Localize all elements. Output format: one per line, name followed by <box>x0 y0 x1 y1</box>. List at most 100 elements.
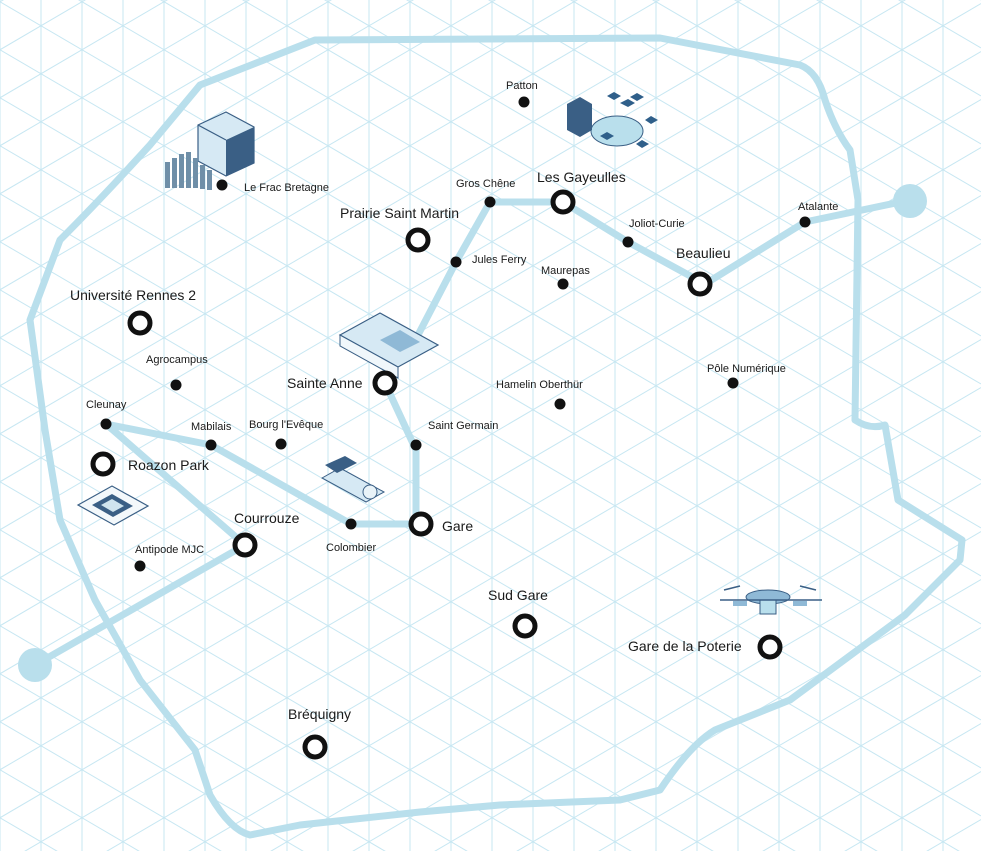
stop-agrocampus[interactable]: Agrocampus <box>146 354 208 391</box>
patton-label: Patton <box>506 80 538 92</box>
mabilais-label: Mabilais <box>191 421 232 433</box>
grid-line <box>0 51 981 627</box>
minor-stop-marker[interactable] <box>100 418 112 430</box>
major-station-marker[interactable] <box>90 451 116 477</box>
station-universite-rennes-2[interactable]: Université Rennes 2 <box>70 287 196 336</box>
grid-line <box>0 243 981 819</box>
major-station-marker[interactable] <box>512 613 538 639</box>
major-station-marker[interactable] <box>408 511 434 537</box>
minor-stop-marker[interactable] <box>518 96 530 108</box>
major-station-marker[interactable] <box>127 310 153 336</box>
grid-line <box>0 0 660 387</box>
sud-gare-label: Sud Gare <box>488 587 548 603</box>
stop-saint-germain[interactable]: Saint Germain <box>410 420 499 451</box>
roazon-park-label: Roazon Park <box>128 457 210 473</box>
grid-line <box>816 0 981 97</box>
station-roazon-park[interactable]: Roazon Park <box>90 451 210 477</box>
stop-le-frac-bretagne[interactable]: Le Frac Bretagne <box>216 179 330 195</box>
major-station-marker[interactable] <box>232 532 258 558</box>
grid-line <box>78 0 981 529</box>
station-prairie-saint-martin[interactable]: Prairie Saint Martin <box>340 205 459 253</box>
stop-pole-numerique[interactable]: Pôle Numérique <box>707 363 786 389</box>
major-station-marker[interactable] <box>550 189 576 215</box>
station-sainte-anne[interactable]: Sainte Anne <box>287 370 398 396</box>
grid-line <box>0 0 332 195</box>
stop-maurepas[interactable]: Maurepas <box>541 265 590 290</box>
stop-antipode-mjc[interactable]: Antipode MJC <box>134 544 205 572</box>
grid-line <box>0 1 981 577</box>
minor-stop-marker[interactable] <box>170 379 182 391</box>
grid-line <box>0 625 386 851</box>
minor-stop-marker[interactable] <box>275 438 287 450</box>
major-station-marker[interactable] <box>405 227 431 253</box>
major-station-marker[interactable] <box>687 271 713 297</box>
grid-line <box>0 0 742 435</box>
minor-stop-marker[interactable] <box>216 179 228 191</box>
minor-stop-marker[interactable] <box>727 377 739 389</box>
beaulieu-label: Beaulieu <box>676 245 731 261</box>
stop-cleunay[interactable]: Cleunay <box>86 399 127 430</box>
minor-stop-marker[interactable] <box>205 439 217 451</box>
grid-line <box>0 193 981 769</box>
minor-stop-marker[interactable] <box>450 256 462 268</box>
major-station-marker[interactable] <box>372 370 398 396</box>
grid-line <box>270 435 981 851</box>
major-station-marker[interactable] <box>757 634 783 660</box>
tram-line-b <box>414 196 914 339</box>
station-beaulieu[interactable]: Beaulieu <box>676 245 731 297</box>
stop-gros-chene[interactable]: Gros Chêne <box>456 178 515 208</box>
grid-line <box>0 0 496 291</box>
grid-line <box>0 195 981 771</box>
station-brequigny[interactable]: Bréquigny <box>288 706 351 760</box>
stop-atalante[interactable]: Atalante <box>798 201 838 228</box>
major-station-marker[interactable] <box>302 734 328 760</box>
grid-line <box>570 0 981 241</box>
grid-line <box>0 97 981 673</box>
sainte-anne-building-illustration <box>338 312 440 379</box>
minor-stop-marker[interactable] <box>557 278 569 290</box>
tram-line-center <box>31 379 420 669</box>
grid-line <box>352 483 981 851</box>
grid-line <box>0 0 824 483</box>
frac-building-illustration <box>165 111 255 190</box>
courrouze-label: Courrouze <box>234 510 300 526</box>
pole-numerique-label: Pôle Numérique <box>707 363 786 375</box>
antipode-mjc-label: Antipode MJC <box>135 544 204 556</box>
minor-stop-marker[interactable] <box>410 439 422 451</box>
grid-line <box>0 769 140 851</box>
grid-line <box>652 0 981 193</box>
stop-mabilais[interactable]: Mabilais <box>191 421 232 451</box>
minor-stop-marker[interactable] <box>554 398 566 410</box>
grid-line <box>0 145 981 721</box>
grid-line <box>680 675 981 851</box>
stop-hamelin-oberthur[interactable]: Hamelin Oberthür <box>496 379 583 410</box>
station-courrouze[interactable]: Courrouze <box>232 510 300 558</box>
stop-jules-ferry[interactable]: Jules Ferry <box>450 254 527 268</box>
stop-bourg-leveque[interactable]: Bourg l'Evêque <box>249 419 323 450</box>
station-sud-gare[interactable]: Sud Gare <box>488 587 548 639</box>
station-les-gayeulles[interactable]: Les Gayeulles <box>537 169 626 215</box>
terminal-east <box>893 184 927 218</box>
stop-patton[interactable]: Patton <box>506 80 538 108</box>
hamelin-oberthur-label: Hamelin Oberthür <box>496 379 583 391</box>
minor-stop-marker[interactable] <box>134 560 146 572</box>
grid-line <box>0 3 981 579</box>
station-gare-de-la-poterie[interactable]: Gare de la Poterie <box>628 634 783 660</box>
station-gare[interactable]: Gare <box>408 511 473 537</box>
grid-line <box>324 0 981 385</box>
grid-line <box>0 0 414 243</box>
minor-stop-marker[interactable] <box>799 216 811 228</box>
stop-joliot-curie[interactable]: Joliot-Curie <box>622 218 685 248</box>
minor-stop-marker[interactable] <box>622 236 634 248</box>
minor-stop-marker[interactable] <box>345 518 357 530</box>
grid-line <box>434 531 981 851</box>
gayeulles-park-illustration <box>567 92 658 148</box>
bourg-leveque-label: Bourg l'Evêque <box>249 419 323 431</box>
minor-stop-marker[interactable] <box>484 196 496 208</box>
stop-colombier[interactable]: Colombier <box>326 518 376 555</box>
grid-line <box>598 627 981 851</box>
grid-line <box>926 819 981 851</box>
grid-line <box>0 577 468 851</box>
